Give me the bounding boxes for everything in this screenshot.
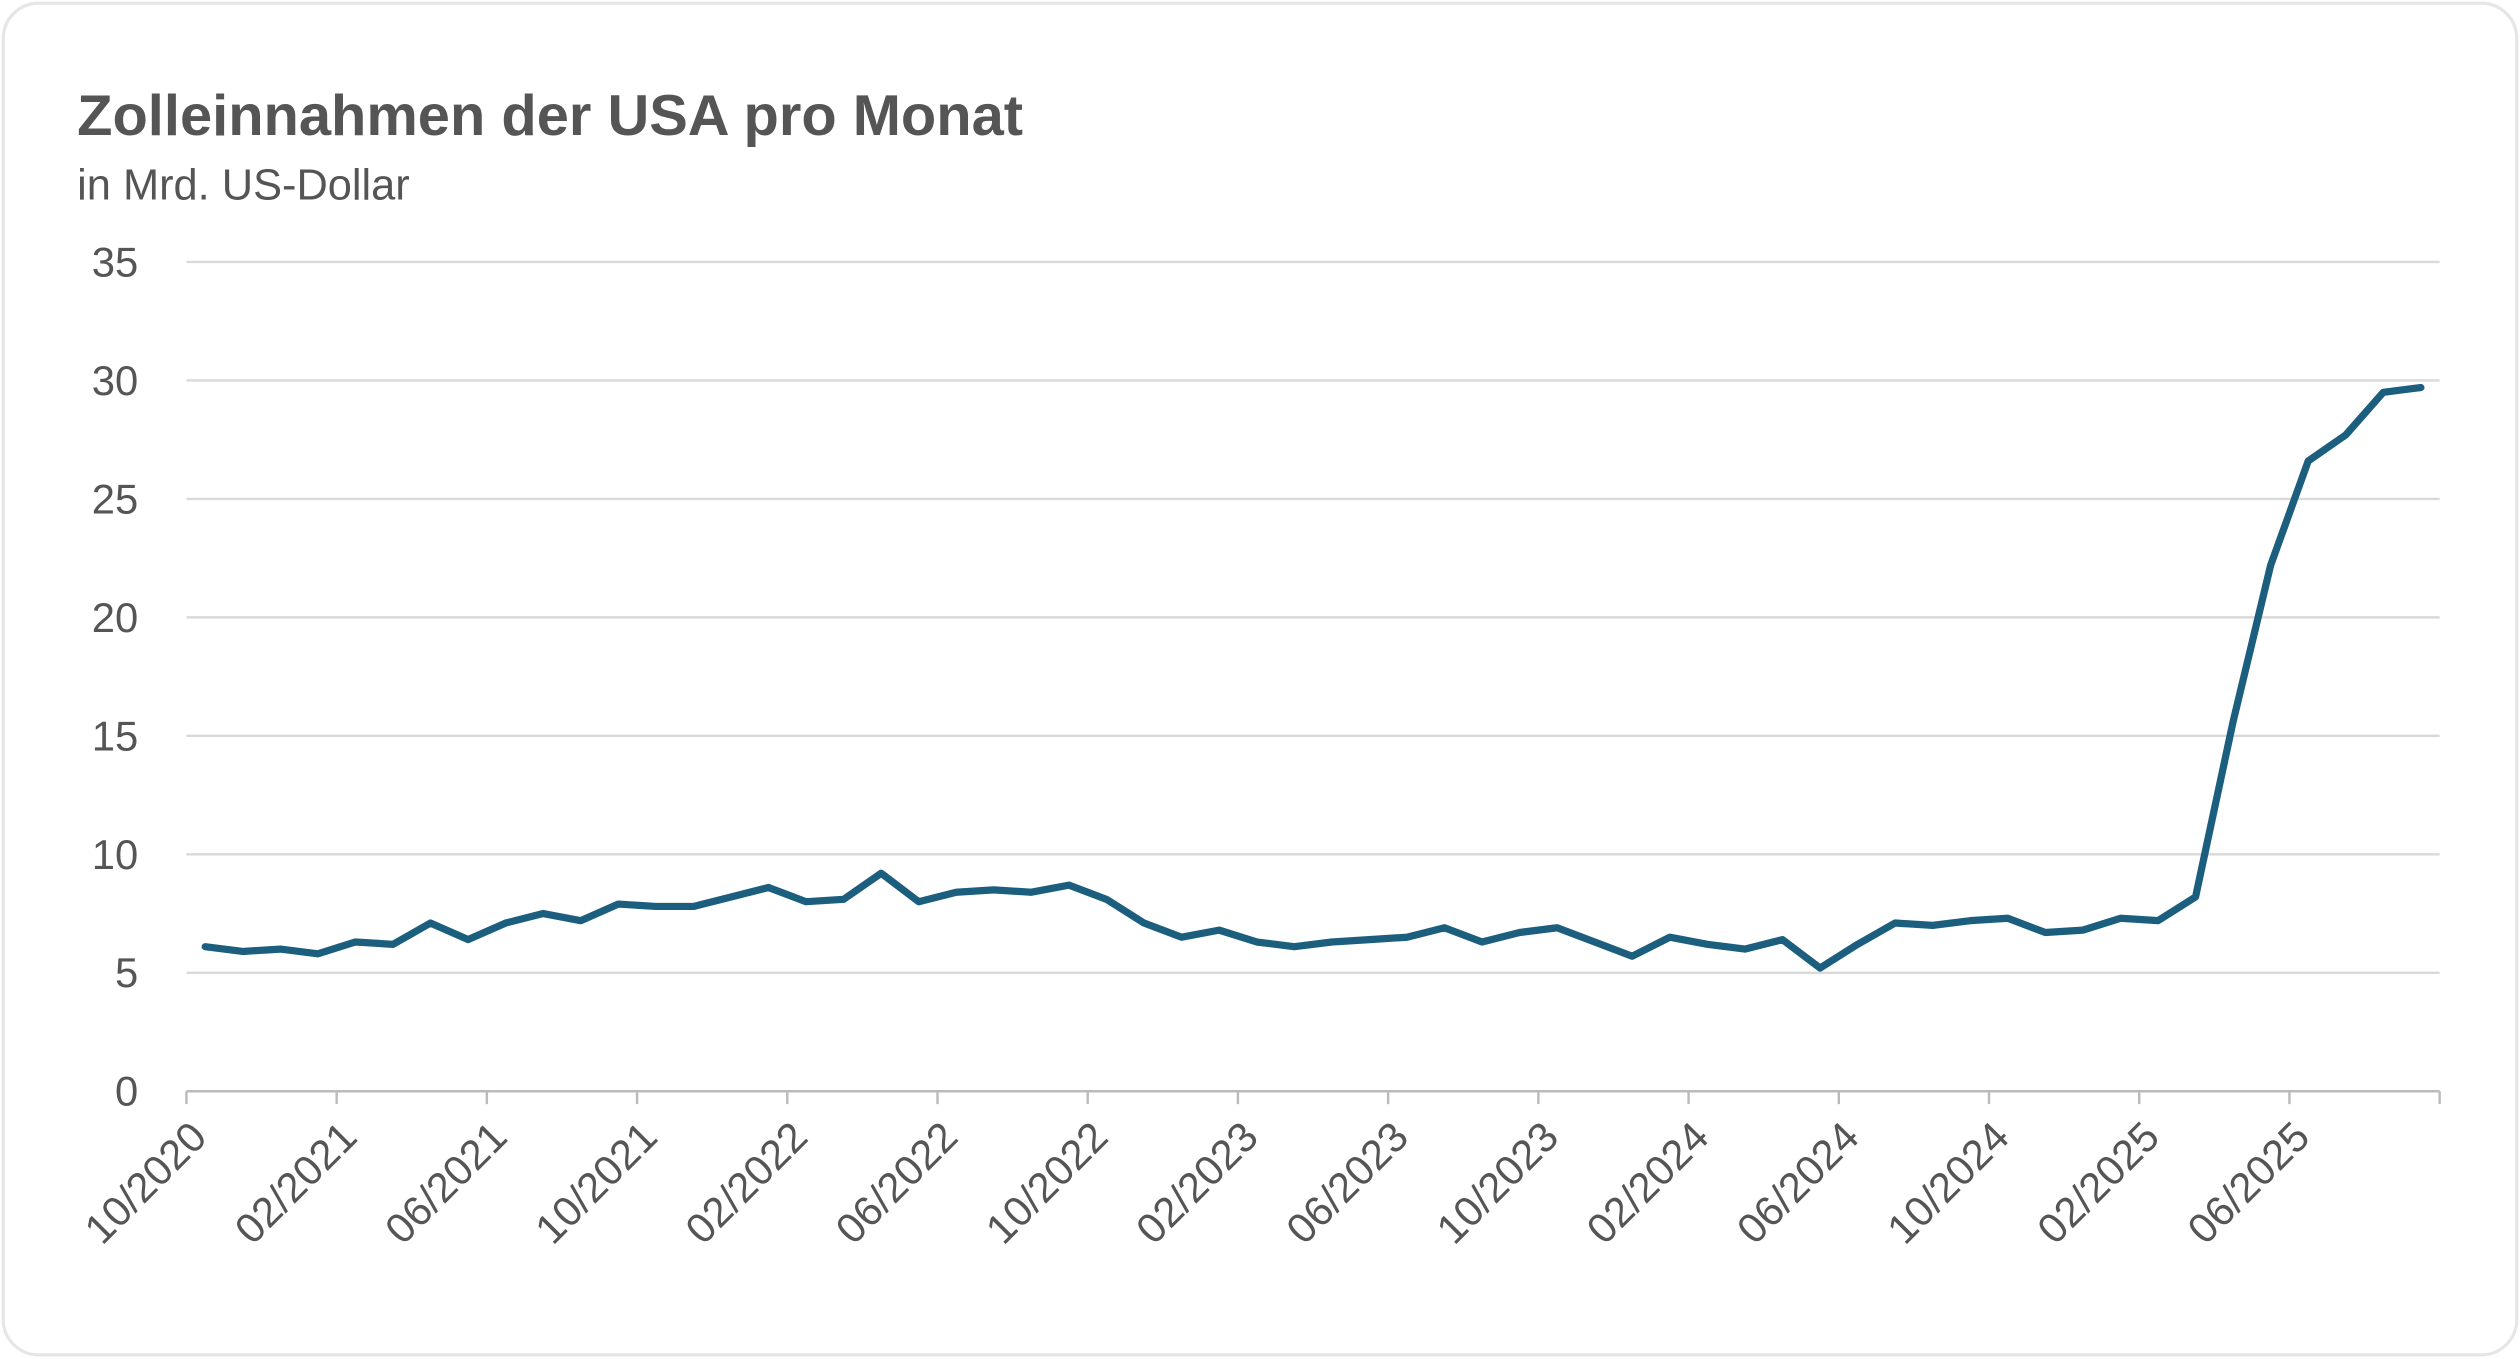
y-tick-label: 20 (92, 594, 138, 641)
y-tick-label: 5 (115, 949, 138, 996)
data-line (201, 383, 2425, 972)
y-tick-label: 15 (92, 712, 138, 759)
y-tick-label: 25 (92, 475, 138, 522)
chart-title: Zolleinnahmen der USA pro Monat (77, 84, 1023, 148)
chart-subtitle: in Mrd. US-Dollar (77, 161, 410, 209)
y-tick-label: 10 (92, 831, 138, 878)
y-tick-label: 30 (92, 357, 138, 404)
y-tick-label: 35 (92, 238, 138, 285)
y-tick-label: 0 (115, 1068, 138, 1115)
